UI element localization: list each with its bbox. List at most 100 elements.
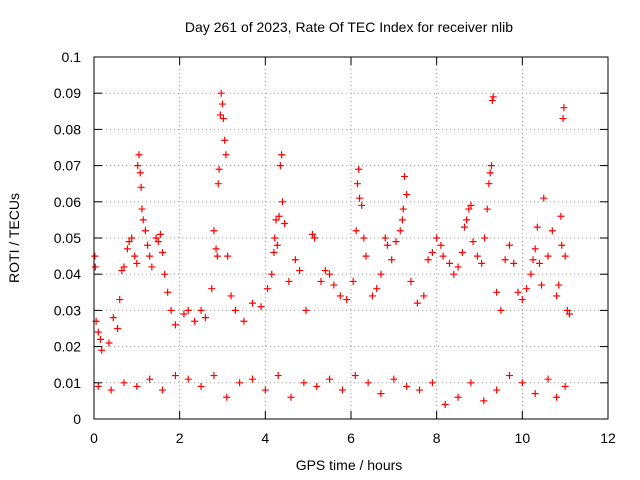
data-point — [240, 317, 248, 325]
data-point — [171, 372, 179, 380]
data-point — [180, 310, 188, 318]
y-tick-label: 0.01 — [54, 375, 81, 391]
data-point — [133, 259, 141, 267]
data-point — [91, 263, 99, 271]
x-tick-label: 8 — [433, 430, 441, 446]
data-point — [349, 277, 357, 285]
data-point — [184, 306, 192, 314]
data-point — [248, 375, 256, 383]
data-point — [184, 375, 192, 383]
data-point — [291, 256, 299, 264]
data-point — [501, 256, 509, 264]
data-point — [558, 241, 566, 249]
data-point — [302, 306, 310, 314]
data-point — [154, 238, 162, 246]
data-point — [96, 335, 104, 343]
data-point — [358, 201, 366, 209]
data-point — [481, 234, 489, 242]
data-point — [407, 277, 415, 285]
data-point — [223, 393, 231, 401]
data-point — [439, 252, 447, 260]
data-point — [263, 285, 271, 293]
data-point — [321, 267, 329, 275]
data-point — [210, 227, 218, 235]
y-tick-label: 0.09 — [54, 85, 81, 101]
data-point — [505, 241, 513, 249]
data-point — [123, 245, 131, 253]
data-point — [510, 259, 518, 267]
data-point — [544, 252, 552, 260]
data-point — [548, 227, 556, 235]
data-point — [141, 227, 149, 235]
data-point — [467, 201, 475, 209]
data-point — [197, 306, 205, 314]
y-tick-label: 0.1 — [62, 49, 82, 65]
data-point — [355, 165, 363, 173]
data-point — [403, 191, 411, 199]
data-point — [424, 256, 432, 264]
data-point — [217, 89, 225, 97]
data-point — [330, 281, 338, 289]
data-point — [105, 339, 113, 347]
x-tick-label: 12 — [600, 430, 616, 446]
data-point — [343, 296, 351, 304]
data-point — [458, 248, 466, 256]
data-point — [428, 379, 436, 387]
data-point — [486, 169, 494, 177]
data-point — [483, 205, 491, 213]
data-point — [398, 216, 406, 224]
data-point — [167, 306, 175, 314]
data-point — [553, 393, 561, 401]
data-point — [485, 180, 493, 188]
data-point — [210, 372, 218, 380]
data-point — [118, 267, 126, 275]
data-point — [215, 165, 223, 173]
data-point — [373, 285, 381, 293]
data-point — [478, 259, 486, 267]
data-point — [148, 263, 156, 271]
data-point — [544, 375, 552, 383]
data-point — [161, 270, 169, 278]
data-point — [326, 375, 334, 383]
data-point — [94, 382, 102, 390]
data-point — [224, 252, 232, 260]
data-point — [285, 277, 293, 285]
data-point — [523, 285, 531, 293]
data-point — [139, 216, 147, 224]
data-point — [248, 299, 256, 307]
data-point — [535, 259, 543, 267]
data-points — [91, 89, 573, 409]
y-tick-label: 0.03 — [54, 302, 81, 318]
data-point — [362, 252, 370, 260]
data-point — [403, 382, 411, 390]
data-point — [152, 234, 160, 242]
data-point — [270, 248, 278, 256]
data-point — [416, 386, 424, 394]
data-point — [274, 372, 282, 380]
y-tick-label: 0.07 — [54, 158, 81, 174]
data-point — [120, 263, 128, 271]
data-point — [137, 183, 145, 191]
data-point — [561, 252, 569, 260]
data-point — [527, 270, 535, 278]
data-point — [336, 292, 344, 300]
data-point — [351, 372, 359, 380]
y-tick-label: 0.02 — [54, 339, 81, 355]
data-point — [272, 216, 280, 224]
x-tick-label: 2 — [176, 430, 184, 446]
data-point — [454, 393, 462, 401]
data-point — [557, 212, 565, 220]
data-point — [454, 263, 462, 271]
y-tick-label: 0.08 — [54, 121, 81, 137]
data-point — [338, 386, 346, 394]
data-point — [116, 296, 124, 304]
data-point — [463, 216, 471, 224]
data-point — [518, 296, 526, 304]
data-point — [109, 314, 117, 322]
data-point — [401, 172, 409, 180]
data-point — [488, 96, 496, 104]
data-point — [94, 328, 102, 336]
data-point — [413, 299, 421, 307]
data-point — [257, 303, 265, 311]
data-point — [469, 238, 477, 246]
